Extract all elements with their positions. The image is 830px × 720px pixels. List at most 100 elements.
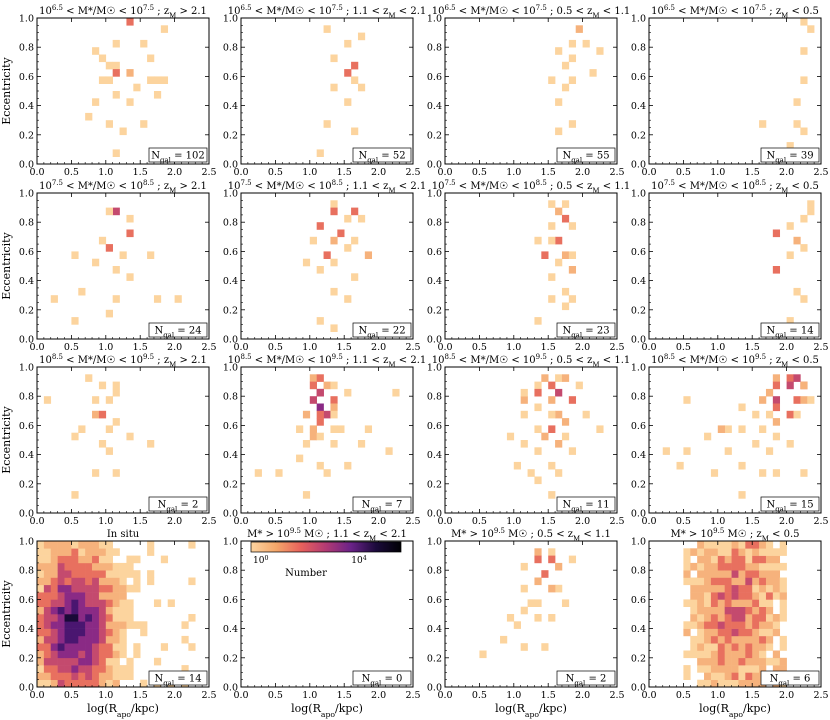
heatmap-cell — [697, 614, 705, 622]
heatmap-cell — [738, 541, 746, 549]
y-tick-label: 0.8 — [223, 218, 238, 229]
heatmap-cell — [690, 621, 698, 629]
x-tick-label: 0.5 — [676, 342, 691, 353]
heatmap-cell — [98, 577, 107, 586]
heatmap-cell — [57, 672, 65, 680]
y-tick-label: 0.6 — [631, 247, 646, 258]
x-tick-label: 0.5 — [472, 342, 487, 353]
y-tick-label: 0.8 — [631, 392, 646, 403]
heatmap-cell — [98, 54, 107, 63]
panel-title: 106.5 < M*/M☉ < 107.5 ; 1.1 < zM < 2.1 — [228, 4, 426, 20]
heatmap-cell — [112, 672, 120, 680]
heatmap-cell — [752, 577, 760, 586]
heatmap-cell — [98, 76, 107, 84]
heatmap-cell — [759, 606, 767, 615]
heatmap-cell — [85, 562, 93, 571]
heatmap-cell — [731, 541, 739, 549]
heatmap-cell — [71, 672, 79, 680]
heatmap-cell — [520, 606, 528, 615]
y-tick-label: 0.2 — [19, 653, 34, 664]
heatmap-cell — [344, 388, 352, 397]
heatmap-cell — [105, 628, 113, 637]
heatmap-cell — [724, 592, 732, 600]
heatmap-cell — [71, 606, 79, 615]
ngal-box — [352, 147, 412, 163]
x-tick-label: 2.0 — [371, 690, 386, 701]
heatmap-cell — [43, 541, 52, 549]
heatmap-cell — [119, 665, 127, 673]
heatmap-cell — [330, 403, 338, 412]
heatmap-cell — [752, 555, 760, 564]
heatmap-cell — [105, 425, 113, 433]
heatmap-cell — [745, 548, 753, 556]
heatmap-cell — [37, 672, 45, 680]
heatmap-cell — [330, 207, 338, 216]
heatmap-cell — [697, 562, 705, 571]
heatmap-cell — [78, 606, 86, 615]
heatmap-cell — [704, 621, 712, 629]
y-tick-label: 1.0 — [19, 363, 34, 374]
heatmap-cell — [92, 541, 100, 549]
x-tick-label: 2.5 — [201, 342, 216, 353]
heatmap-cell — [153, 76, 162, 84]
heatmap-cell — [43, 599, 52, 607]
heatmap-cell — [64, 584, 72, 593]
ngal-box — [352, 322, 412, 338]
heatmap-cell — [759, 614, 767, 622]
heatmap-cell — [71, 251, 79, 259]
y-tick-label: 0.4 — [427, 624, 442, 635]
heatmap-cell — [752, 665, 760, 673]
heatmap-cell — [772, 562, 781, 571]
heatmap-cell — [561, 302, 570, 311]
x-tick-label: 1.5 — [337, 167, 352, 178]
heatmap-cell — [697, 606, 705, 615]
x-tick-label: 0.0 — [641, 690, 656, 701]
heatmap-cell — [71, 491, 79, 499]
ngal-label: Ngal = 22 — [358, 326, 405, 340]
x-tick-label: 2.5 — [813, 690, 828, 701]
heatmap-cell — [126, 584, 134, 593]
heatmap-cell — [697, 555, 705, 564]
heatmap-cell — [57, 541, 65, 549]
ngal-label: Ngal = 7 — [362, 500, 403, 514]
heatmap-cell — [126, 18, 134, 26]
heatmap-cell — [534, 555, 542, 564]
panel-r3-c0: 0.0 0.5 1.0 1.5 2.0 2.5 0.0 0.2 0.4 0.6 0.8 1.0 In s… — [0, 529, 217, 719]
x-tick-label: 2.0 — [575, 342, 590, 353]
heatmap-cell — [37, 614, 45, 622]
heatmap-cell — [568, 54, 577, 63]
heatmap-cell — [64, 548, 72, 556]
heatmap-cell — [351, 61, 359, 70]
heatmap-cell — [119, 614, 127, 622]
heatmap-cell — [555, 469, 563, 477]
y-tick-label: 0.0 — [223, 160, 238, 171]
y-tick-label: 0.8 — [19, 218, 34, 229]
heatmap-cell — [153, 91, 162, 99]
heatmap-cell — [561, 599, 570, 607]
heatmap-cell — [351, 207, 359, 216]
heatmap-cell — [745, 635, 753, 644]
heatmap-cell — [738, 635, 746, 644]
x-tick-label: 0.0 — [437, 516, 452, 527]
heatmap-cell — [752, 592, 760, 600]
heatmap-cell — [697, 599, 705, 607]
heatmap-cell — [779, 562, 787, 571]
y-tick-label: 0.4 — [19, 101, 34, 112]
heatmap-cell — [92, 410, 100, 419]
y-tick-label: 1.0 — [223, 537, 238, 548]
heatmap-cell — [64, 635, 72, 644]
y-tick-label: 1.0 — [223, 14, 238, 25]
y-tick-label: 0.2 — [427, 305, 442, 316]
heatmap-cell — [188, 643, 196, 651]
y-tick-label: 0.0 — [19, 160, 34, 171]
heatmap-cell — [105, 577, 113, 586]
panel-title: 108.5 < M*/M☉ < 109.5 ; zM < 0.5 — [651, 353, 819, 369]
heatmap-cell — [765, 621, 774, 629]
ngal-label: Ngal = 52 — [358, 151, 405, 165]
y-tick-label: 0.4 — [223, 450, 238, 461]
plot-frame — [648, 17, 822, 165]
heatmap-cell — [112, 295, 120, 303]
heatmap-cell — [50, 577, 58, 586]
heatmap-cell — [765, 562, 774, 571]
heatmap-cell — [779, 548, 787, 556]
